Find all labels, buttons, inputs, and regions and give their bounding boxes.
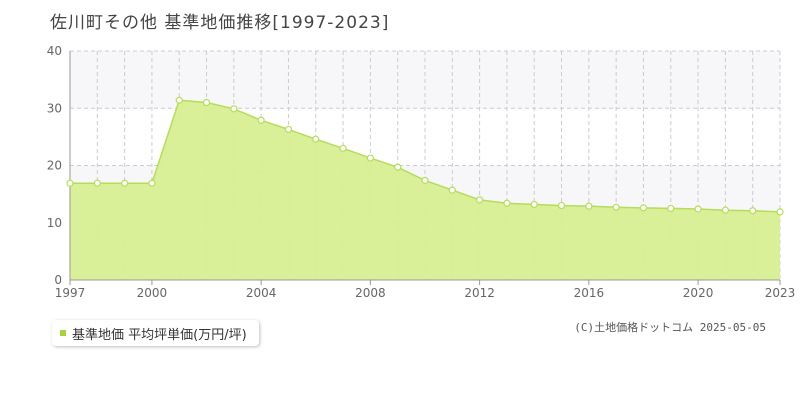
data-point bbox=[257, 116, 265, 124]
x-tick-label: 2008 bbox=[355, 286, 386, 300]
y-tick-label: 20 bbox=[47, 159, 62, 173]
data-point bbox=[66, 179, 74, 187]
data-point bbox=[312, 135, 320, 143]
data-point bbox=[394, 163, 402, 171]
data-point bbox=[366, 154, 374, 162]
chart-title: 佐川町その他 基準地価推移[1997-2023] bbox=[50, 13, 390, 33]
data-point bbox=[612, 203, 620, 211]
data-point bbox=[721, 206, 729, 214]
data-point bbox=[667, 204, 675, 213]
data-point bbox=[448, 186, 456, 194]
data-point bbox=[93, 179, 101, 187]
y-tick-label: 0 bbox=[54, 273, 62, 287]
legend-swatch bbox=[60, 330, 66, 336]
data-point bbox=[339, 144, 347, 152]
legend-label: 基準地価 平均坪単価(万円/坪) bbox=[72, 327, 247, 343]
data-point bbox=[175, 96, 183, 104]
x-tick-label: 2012 bbox=[464, 286, 495, 300]
data-point bbox=[148, 179, 156, 187]
x-tick-label: 1997 bbox=[55, 286, 86, 300]
data-point bbox=[530, 200, 538, 209]
y-tick-label: 10 bbox=[47, 216, 62, 230]
data-point bbox=[694, 205, 702, 213]
y-tick-label: 40 bbox=[47, 44, 62, 58]
legend: 基準地価 平均坪単価(万円/坪) bbox=[52, 320, 259, 346]
data-point bbox=[421, 176, 429, 184]
x-tick-label: 2004 bbox=[246, 286, 277, 300]
data-point bbox=[284, 125, 293, 134]
series-area bbox=[70, 100, 780, 280]
data-point bbox=[476, 196, 484, 204]
copyright: (C)土地価格ドットコム 2025-05-05 bbox=[574, 321, 766, 334]
x-tick-label: 2000 bbox=[137, 286, 168, 300]
y-tick-label: 30 bbox=[47, 101, 62, 115]
data-point bbox=[749, 207, 757, 215]
data-point bbox=[557, 201, 566, 210]
data-point bbox=[202, 98, 211, 107]
data-point bbox=[503, 199, 511, 207]
data-point bbox=[121, 179, 129, 187]
x-tick-label: 2016 bbox=[574, 286, 605, 300]
data-point bbox=[639, 204, 648, 212]
data-point bbox=[230, 105, 238, 113]
x-tick-label: 2020 bbox=[683, 286, 714, 300]
data-point bbox=[585, 202, 593, 210]
data-point bbox=[776, 208, 784, 216]
x-tick-label: 2023 bbox=[765, 286, 796, 300]
